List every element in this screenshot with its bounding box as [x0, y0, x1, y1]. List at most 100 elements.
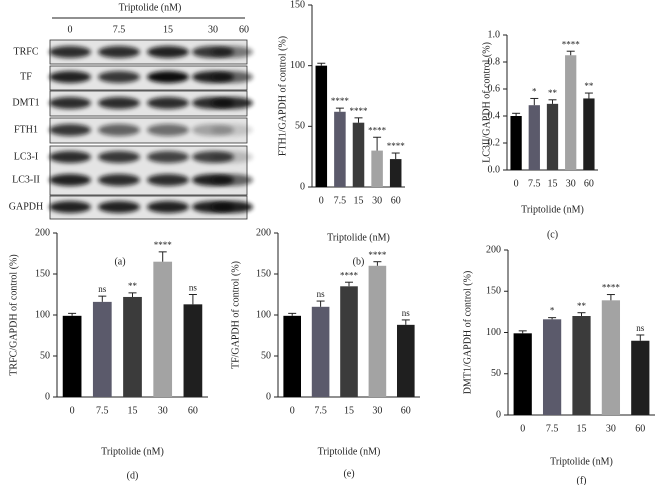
- bar: [572, 316, 591, 415]
- band: [49, 174, 91, 186]
- x-tick-label: 30: [372, 405, 382, 416]
- y-tick-label: 150: [486, 286, 501, 297]
- band: [49, 46, 91, 58]
- x-axis-label: Triptolide (nM): [318, 446, 381, 457]
- x-tick-label: 7.5: [546, 423, 559, 434]
- bar: [62, 315, 82, 397]
- lane-label: 30: [208, 24, 218, 35]
- y-tick-label: 0: [266, 391, 271, 402]
- bar: [352, 122, 365, 187]
- x-tick-label: 15: [128, 405, 138, 416]
- band: [98, 201, 140, 213]
- y-tick-label: 0.8: [488, 56, 501, 67]
- significance: ****: [331, 96, 350, 106]
- panel-label: (f): [577, 475, 587, 485]
- row-label: GAPDH: [9, 201, 43, 212]
- band: [147, 124, 189, 136]
- x-axis-label: Triptolide (nM): [521, 204, 584, 215]
- y-tick-label: 100: [35, 309, 50, 320]
- y-tick-label: 0: [300, 181, 305, 192]
- row-label: DMT1: [12, 97, 39, 108]
- bar: [528, 105, 540, 170]
- bar: [123, 296, 142, 397]
- x-tick-label: 60: [188, 405, 198, 416]
- x-tick-label: 15: [354, 195, 364, 206]
- panel-label: (e): [343, 468, 354, 479]
- y-tick-label: 200: [35, 227, 50, 238]
- y-tick-label: 0.2: [488, 137, 501, 148]
- bar: [510, 116, 522, 170]
- band: [211, 201, 253, 213]
- bar: [315, 65, 328, 187]
- row-label: FTH1: [14, 124, 38, 135]
- significance: ****: [340, 270, 359, 280]
- x-tick-label: 0: [520, 423, 525, 434]
- bar: [183, 304, 203, 397]
- x-tick-label: 15: [548, 178, 558, 189]
- y-tick-label: 0.6: [488, 83, 501, 94]
- x-tick-label: 30: [158, 405, 168, 416]
- y-axis-label: TRFC/GAPDH of control (%): [8, 254, 19, 375]
- band: [49, 201, 91, 213]
- x-tick-label: 60: [401, 405, 411, 416]
- y-tick-label: 0.4: [488, 110, 501, 121]
- bar: [583, 98, 595, 170]
- x-axis-label: Triptolide (nM): [550, 456, 613, 467]
- y-axis-label: LC3II/GAPDH of control (%): [481, 42, 492, 163]
- bar: [601, 300, 621, 415]
- bar: [368, 265, 387, 397]
- significance: **: [548, 88, 558, 98]
- bar: [396, 324, 415, 397]
- y-tick-label: 1.0: [488, 29, 501, 40]
- band: [147, 97, 189, 109]
- band: [98, 151, 140, 163]
- significance: ****: [562, 39, 581, 49]
- significance: *: [532, 87, 537, 97]
- x-tick-label: 7.5: [96, 405, 109, 416]
- bar: [153, 261, 173, 397]
- y-axis-label: TF/GAPDH of control (%): [230, 261, 241, 369]
- significance: ns: [636, 323, 645, 333]
- y-tick-label: 200: [256, 227, 271, 238]
- significance: ****: [602, 283, 621, 293]
- band: [98, 97, 140, 109]
- y-tick-label: 50: [295, 121, 305, 132]
- x-tick-label: 7.5: [528, 178, 541, 189]
- x-axis-label: Triptolide (nM): [101, 446, 164, 457]
- blot-header: Triptolide (nM): [119, 2, 182, 13]
- bar: [92, 301, 112, 397]
- significance: ****: [368, 125, 387, 135]
- band: [49, 151, 91, 163]
- row-label: TRFC: [13, 46, 38, 57]
- band: [211, 97, 253, 109]
- bar: [565, 55, 577, 170]
- significance: ****: [350, 106, 369, 116]
- band: [98, 174, 140, 186]
- band: [211, 151, 253, 163]
- band: [98, 46, 140, 58]
- x-tick-label: 0: [290, 405, 295, 416]
- significance: ****: [387, 141, 406, 151]
- panel-label: (b): [353, 256, 365, 267]
- band: [49, 124, 91, 136]
- panel-label: (a): [114, 256, 125, 267]
- y-tick-label: 0: [45, 391, 50, 402]
- y-tick-label: 100: [486, 327, 501, 338]
- band: [211, 174, 253, 186]
- lane-label: 15: [163, 24, 173, 35]
- band: [98, 124, 140, 136]
- band: [211, 46, 253, 58]
- y-tick-label: 150: [35, 268, 50, 279]
- band: [211, 124, 253, 136]
- x-tick-label: 60: [584, 178, 594, 189]
- x-tick-label: 7.5: [314, 405, 327, 416]
- bar: [340, 286, 358, 397]
- y-tick-label: 50: [261, 350, 271, 361]
- x-tick-label: 7.5: [334, 195, 347, 206]
- y-axis-label: FTH1/GAPDH of control (%): [277, 36, 288, 156]
- x-tick-label: 15: [344, 405, 354, 416]
- y-tick-label: 50: [491, 368, 501, 379]
- panel-label: (d): [127, 470, 139, 481]
- bar: [389, 159, 402, 187]
